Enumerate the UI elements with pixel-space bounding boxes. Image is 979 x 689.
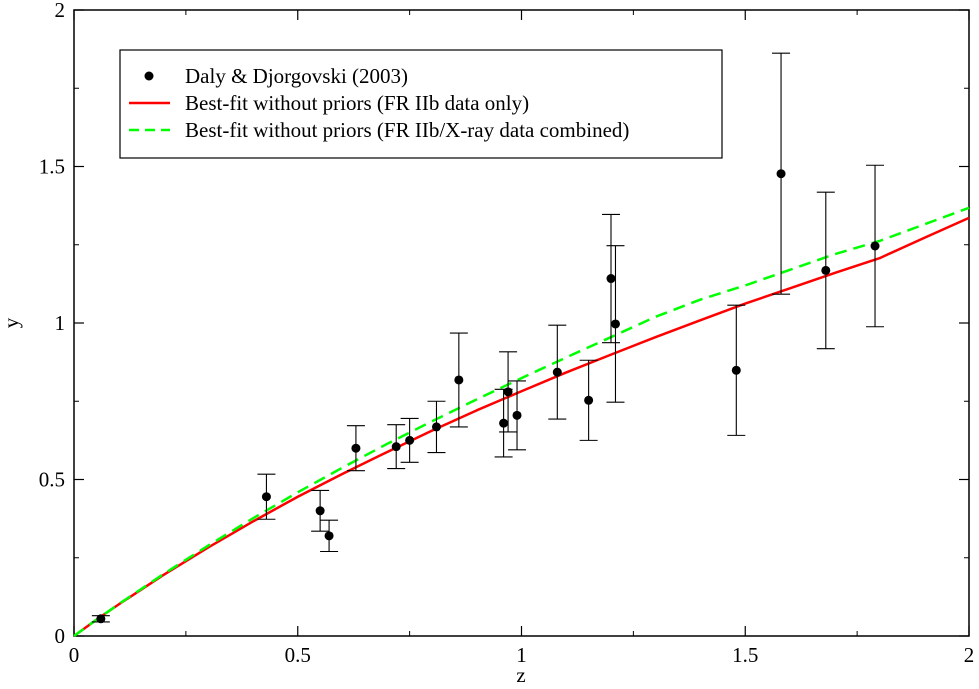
x-tick-label: 1: [516, 643, 527, 667]
data-point: [503, 387, 513, 397]
legend-label-fr-iib: Best-fit without priors (FR IIb data onl…: [185, 91, 529, 115]
y-tick-label: 1.5: [39, 155, 65, 179]
legend-label-combined: Best-fit without priors (FR IIb/X-ray da…: [185, 118, 629, 142]
x-tick-label: 2: [964, 643, 975, 667]
data-point: [324, 531, 334, 541]
data-point: [870, 241, 880, 251]
x-tick-label: 1.5: [732, 643, 758, 667]
legend-marker-points: [144, 71, 154, 81]
fit-line-combined: [73, 206, 970, 638]
legend: Daly & Djorgovski (2003) Best-fit withou…: [119, 49, 723, 159]
data-point: [405, 435, 415, 445]
y-tick-label: 0: [55, 624, 66, 648]
data-point: [454, 375, 464, 385]
data-point: [731, 365, 741, 375]
axis-ticks: [73, 9, 970, 637]
data-point: [391, 442, 401, 452]
legend-box: [119, 49, 723, 159]
axis-tick-labels: 0 0.5 1 1.5 2 0 0.5 1 1.5 2: [39, 0, 975, 667]
y-axis-label: y: [0, 317, 23, 328]
data-point: [610, 319, 620, 329]
y-tick-label: 1: [55, 311, 66, 335]
legend-label-points: Daly & Djorgovski (2003): [185, 64, 408, 88]
y-tick-label: 0.5: [39, 468, 65, 492]
data-point: [512, 410, 522, 420]
data-point: [499, 418, 509, 428]
data-point: [584, 395, 594, 405]
data-point: [351, 443, 361, 453]
data-points: [91, 52, 885, 624]
data-point: [776, 169, 786, 179]
x-tick-label: 0.5: [285, 643, 311, 667]
data-point: [96, 614, 106, 624]
data-point: [261, 492, 271, 502]
x-tick-label: 0: [69, 643, 80, 667]
y-tick-label: 2: [55, 0, 66, 22]
data-point: [431, 422, 441, 432]
data-point: [606, 274, 616, 284]
x-axis-label: z: [516, 663, 525, 687]
fit-lines: [73, 206, 970, 638]
data-point: [821, 265, 831, 275]
data-point: [552, 367, 562, 377]
data-point: [315, 506, 325, 516]
